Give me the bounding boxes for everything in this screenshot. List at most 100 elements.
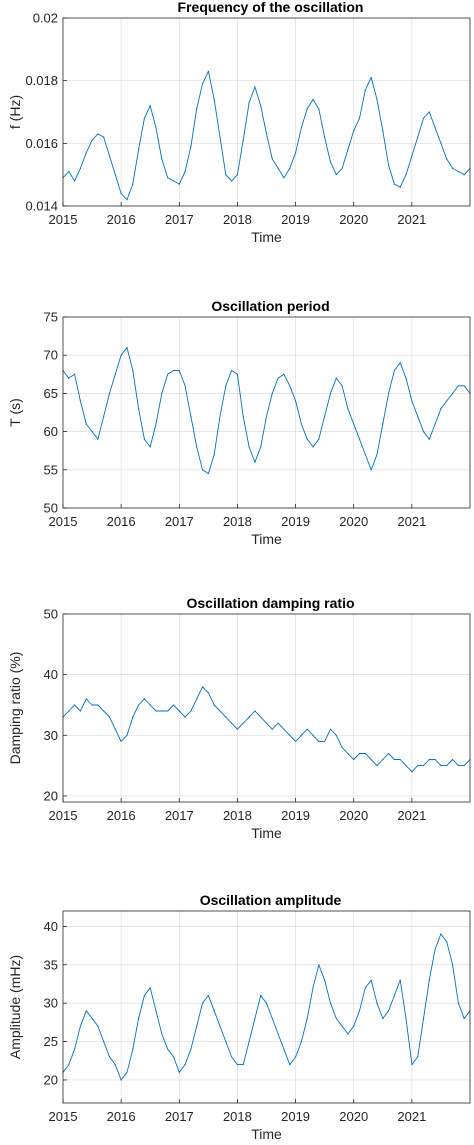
data-point [370, 979, 372, 981]
data-point [364, 89, 366, 91]
data-point [358, 438, 361, 440]
data-point [422, 765, 425, 767]
data-point [126, 1071, 128, 1073]
y-tick-label: 65 [44, 386, 58, 401]
x-tick-label: 2019 [281, 514, 310, 529]
data-point [184, 1064, 186, 1066]
data-point [341, 385, 343, 387]
data-point [219, 1025, 221, 1027]
data-point [405, 174, 407, 176]
data-point [260, 716, 262, 718]
data-point [103, 710, 105, 712]
data-point [271, 1017, 273, 1020]
data-point [312, 98, 314, 101]
data-point [382, 758, 384, 761]
x-tick-label: 2019 [281, 1109, 310, 1124]
data-point [463, 174, 465, 176]
data-point [231, 722, 233, 724]
data-point [422, 1017, 425, 1020]
data-point [260, 994, 262, 997]
data-point [295, 1056, 297, 1058]
data-point [295, 400, 297, 402]
data-point [196, 108, 198, 110]
data-point [196, 1025, 198, 1027]
data-point [167, 710, 169, 712]
data-point [417, 136, 419, 138]
data-point [324, 415, 326, 417]
data-point [79, 167, 81, 169]
data-point [376, 765, 378, 767]
data-point [207, 70, 209, 72]
data-point [207, 473, 209, 475]
data-point [143, 117, 145, 119]
data-point [242, 415, 244, 417]
x-tick-label: 2015 [49, 212, 78, 227]
data-point [120, 192, 122, 195]
data-point [190, 1048, 192, 1050]
data-point [149, 105, 151, 107]
data-point [306, 108, 308, 110]
data-point [341, 167, 343, 169]
data-point [126, 199, 128, 201]
data-point [457, 1002, 459, 1004]
data-point [382, 423, 384, 425]
x-tick-label: 2016 [107, 212, 136, 227]
data-point [184, 170, 186, 173]
data-point [289, 1064, 291, 1066]
data-point [393, 758, 395, 761]
data-point [306, 728, 308, 730]
data-point [306, 1017, 308, 1020]
data-point [283, 1048, 285, 1050]
data-point [219, 136, 221, 138]
data-point [353, 423, 355, 425]
data-point [68, 377, 70, 379]
data-point [335, 1017, 337, 1020]
x-tick-label: 2021 [397, 1109, 426, 1124]
data-point [388, 164, 390, 166]
data-point [452, 167, 454, 169]
data-point [411, 1064, 413, 1066]
data-point [411, 400, 413, 402]
data-point [388, 1010, 390, 1012]
data-point [201, 83, 204, 85]
data-point [108, 392, 111, 394]
x-tick-label: 2017 [165, 808, 194, 823]
data-point [405, 1017, 407, 1020]
data-point [97, 438, 99, 440]
data-point [207, 994, 209, 997]
data-point [178, 183, 180, 185]
x-tick-label: 2021 [397, 808, 426, 823]
data-point [178, 369, 180, 372]
y-tick-label: 0.02 [33, 11, 58, 26]
data-point [364, 987, 366, 989]
data-point [405, 377, 407, 379]
data-point [91, 1017, 93, 1020]
data-point [91, 431, 93, 433]
data-point [74, 180, 76, 182]
data-point [190, 145, 192, 148]
data-point [388, 392, 390, 394]
data-point [190, 415, 192, 417]
x-tick-label: 2016 [107, 1109, 136, 1124]
data-point [452, 758, 454, 761]
y-tick-label: 50 [44, 501, 58, 516]
data-point [79, 1025, 81, 1027]
data-point [248, 446, 250, 448]
data-point [283, 177, 285, 179]
x-axis-label: Time [251, 1126, 282, 1142]
data-point [446, 941, 448, 943]
x-tick-label: 2017 [165, 514, 194, 529]
data-point [271, 392, 273, 394]
data-point [68, 170, 70, 173]
data-point [457, 385, 459, 387]
data-point [248, 102, 250, 104]
data-point [405, 765, 407, 767]
data-point [318, 964, 320, 966]
data-point [295, 740, 297, 743]
data-point [219, 710, 221, 712]
data-point [446, 400, 448, 402]
data-point [236, 373, 238, 375]
data-point [225, 174, 227, 176]
data-point [91, 704, 93, 706]
